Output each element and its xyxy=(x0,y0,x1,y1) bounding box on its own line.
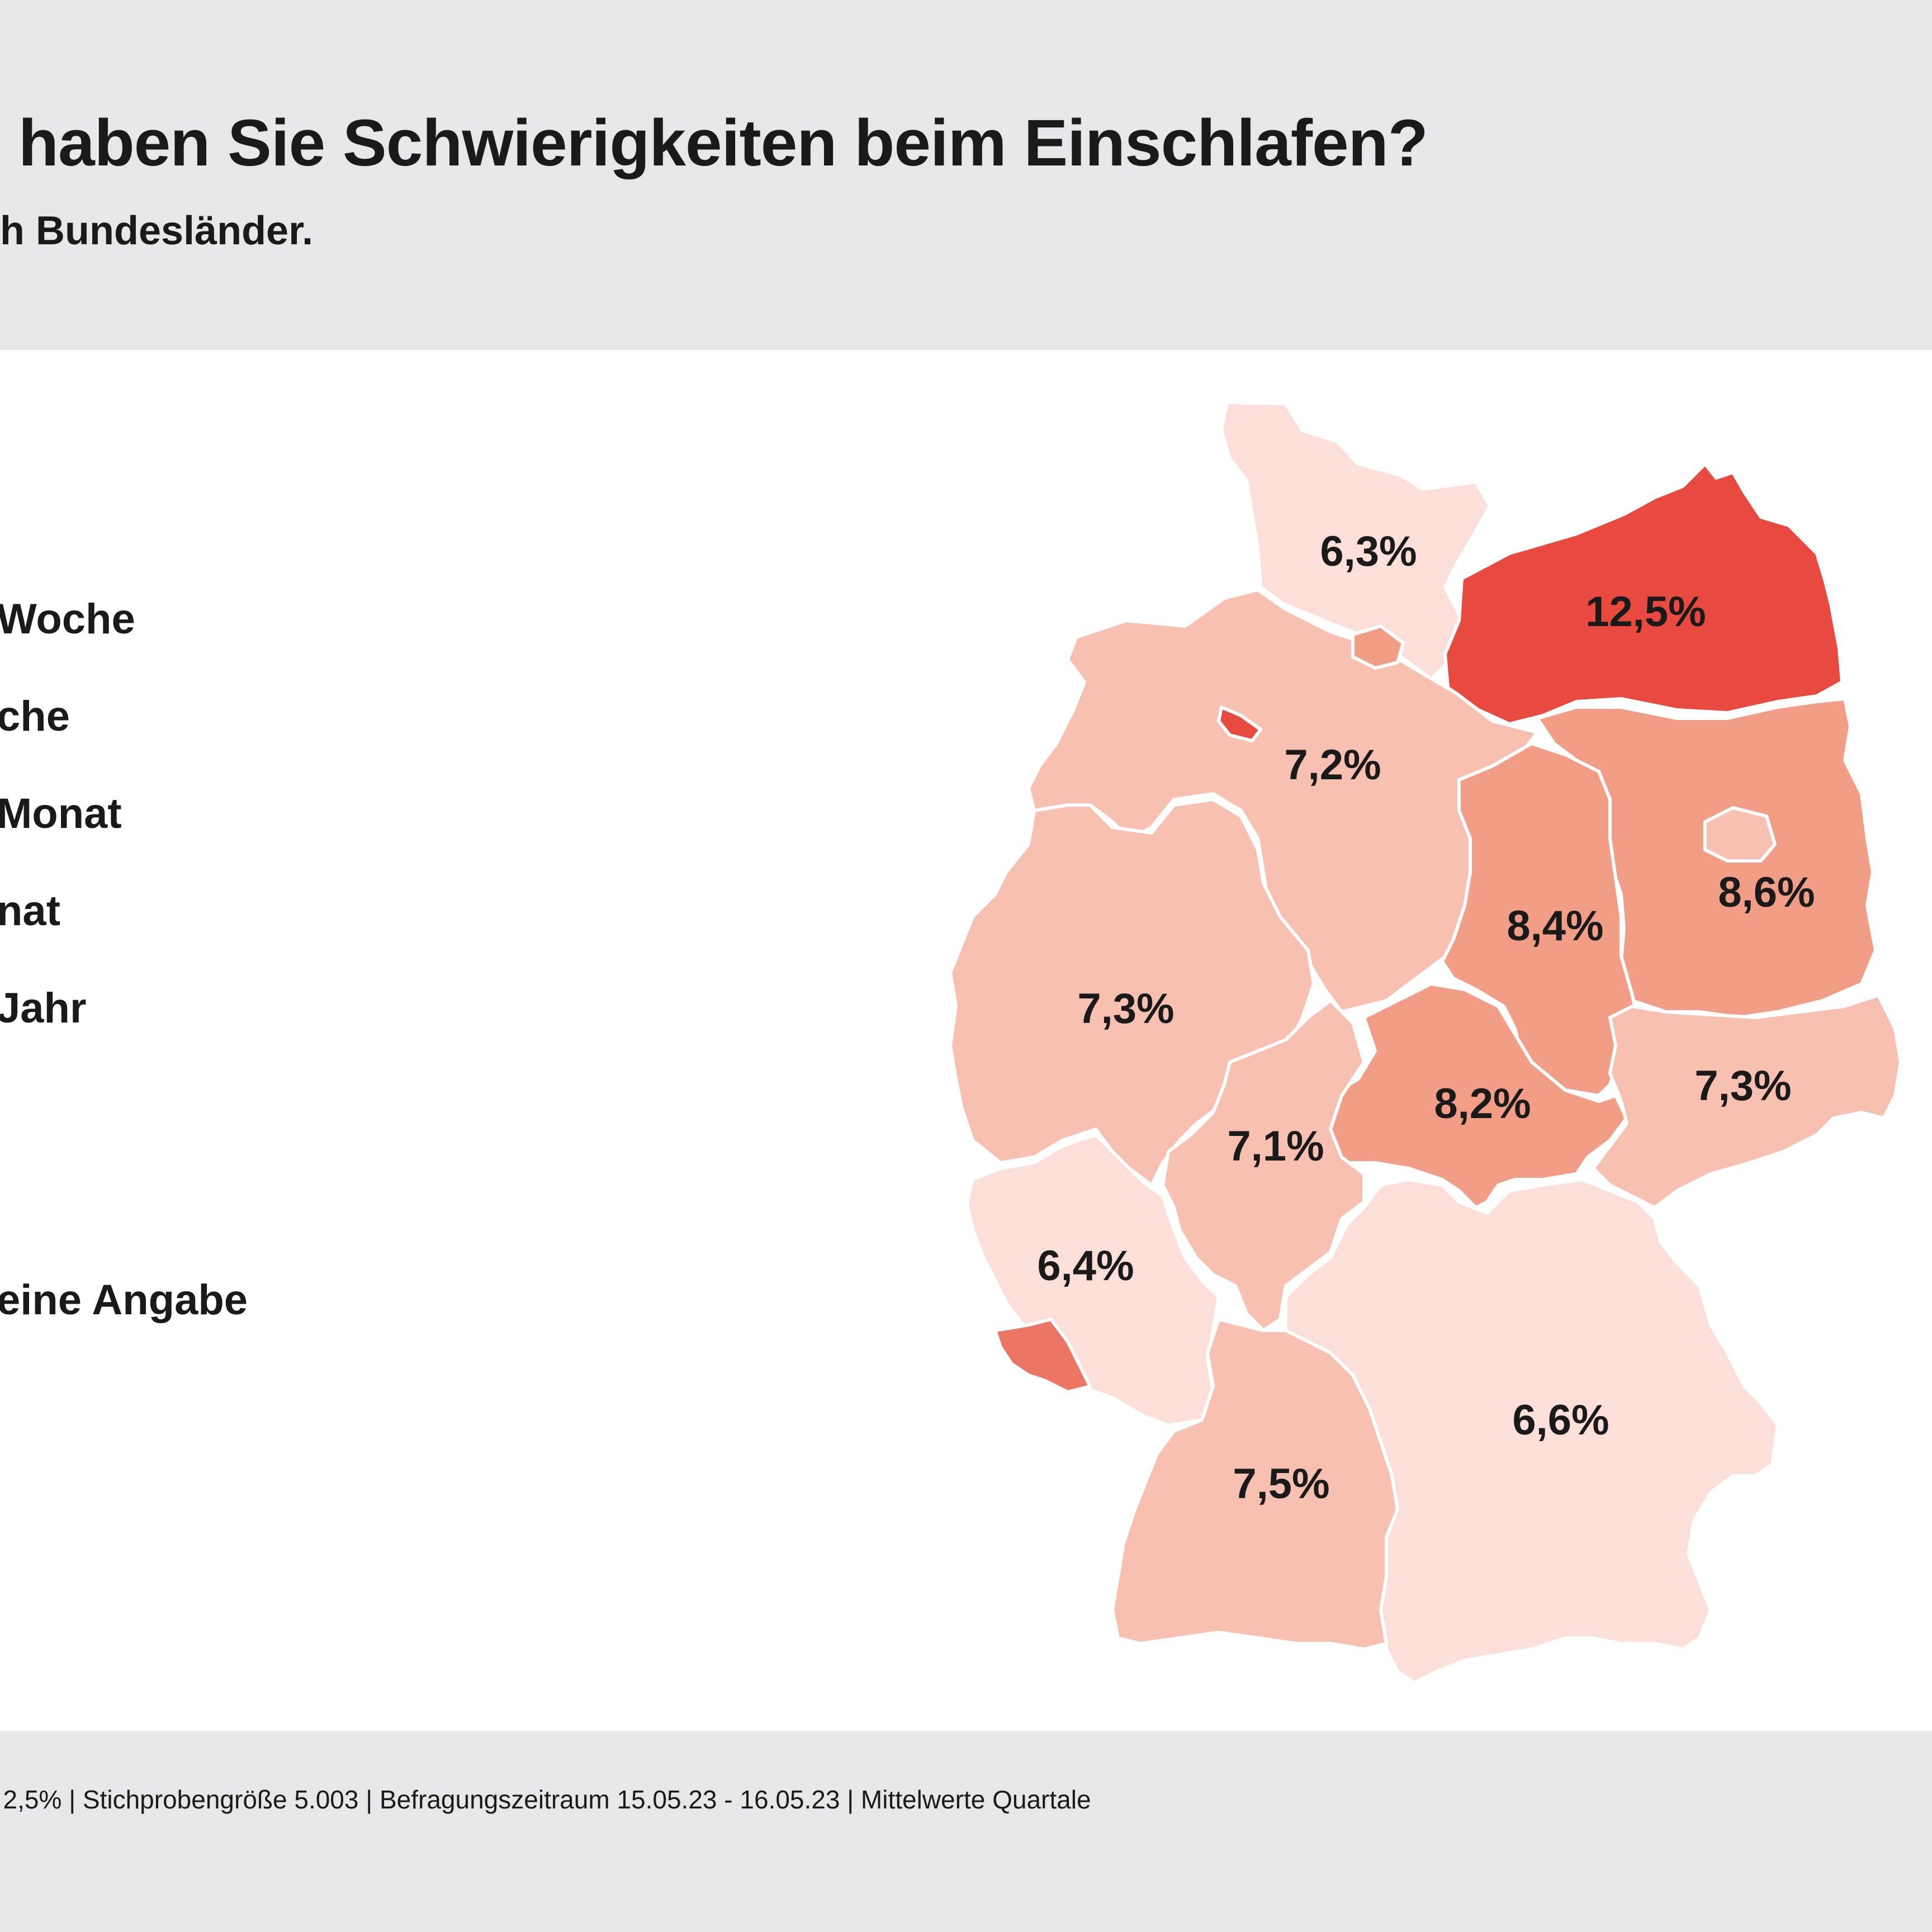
legend-item-monat-2: nat xyxy=(0,887,60,935)
value-label-sachsen-anhalt: 8,4% xyxy=(1507,902,1603,950)
page-title: u haben Sie Schwierigkeiten beim Einschl… xyxy=(0,106,1428,180)
state-baden-wuerttemberg xyxy=(1111,1318,1399,1651)
state-bremen xyxy=(1217,705,1262,742)
value-label-nordrhein-westfalen: 7,3% xyxy=(1077,985,1174,1033)
state-berlin xyxy=(1703,806,1777,863)
state-hamburg xyxy=(1351,624,1405,670)
value-label-hessen: 7,1% xyxy=(1227,1123,1324,1170)
value-label-sachsen: 7,3% xyxy=(1694,1062,1791,1110)
value-label-rheinland-pfalz: 6,4% xyxy=(1037,1242,1134,1290)
legend-item-monat-1: Monat xyxy=(0,790,122,837)
state-hessen xyxy=(1161,999,1366,1332)
value-label-thueringen: 8,2% xyxy=(1434,1080,1531,1128)
legend-item-jahr: Jahr xyxy=(0,984,87,1032)
legend-item-keine-angabe: eine Angabe xyxy=(0,1276,248,1324)
footer: : 2,5% | Stichprobengröße 5.003 | Befrag… xyxy=(0,1731,1932,1932)
state-sachsen-anhalt xyxy=(1441,742,1640,1097)
value-label-mecklenburg-vorpommern: 12,5% xyxy=(1585,588,1706,636)
value-label-schleswig-holstein: 6,3% xyxy=(1320,528,1417,575)
value-label-baden-wuerttemberg: 7,5% xyxy=(1233,1460,1329,1508)
footer-source-note: : 2,5% | Stichprobengröße 5.003 | Befrag… xyxy=(0,1785,1091,1814)
state-saarland xyxy=(993,1318,1092,1394)
germany-map: 6,3% 12,5% 7,2% 8,6% 8,4% 7,3% 8,2% 7,3%… xyxy=(949,401,1902,1684)
header: u haben Sie Schwierigkeiten beim Einschl… xyxy=(0,0,1932,350)
value-label-brandenburg: 8,6% xyxy=(1718,869,1815,916)
legend-item-woche-1: Woche xyxy=(0,595,135,643)
legend-item-woche-2: che xyxy=(0,693,70,740)
page-subtitle: ch Bundesländer. xyxy=(0,209,314,253)
value-label-niedersachsen: 7,2% xyxy=(1284,741,1381,789)
state-mecklenburg-vorpommern xyxy=(1443,462,1844,726)
state-sachsen xyxy=(1592,993,1902,1209)
value-label-bayern: 6,6% xyxy=(1512,1396,1609,1444)
